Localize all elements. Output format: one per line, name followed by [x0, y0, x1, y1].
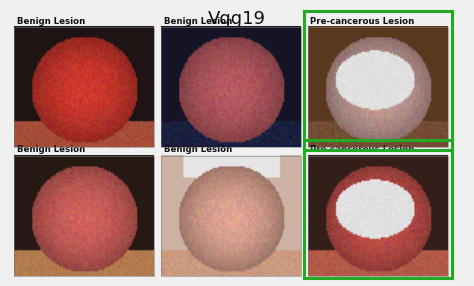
Bar: [161, 156, 301, 276]
Bar: [14, 27, 154, 147]
Text: Pre-cancerous Lesion: Pre-cancerous Lesion: [310, 17, 415, 26]
Bar: [304, 140, 452, 278]
Text: Benign Lesion: Benign Lesion: [164, 146, 232, 154]
Bar: [14, 156, 154, 276]
Bar: [308, 27, 448, 147]
Text: Benign Lesion: Benign Lesion: [17, 17, 85, 26]
Bar: [161, 27, 301, 147]
Text: Benign Lesion: Benign Lesion: [164, 17, 232, 26]
Text: Benign Lesion: Benign Lesion: [17, 146, 85, 154]
Bar: [308, 156, 448, 276]
Bar: [304, 11, 452, 150]
Text: Vgg19: Vgg19: [208, 10, 266, 28]
Text: Pre-cancerous Lesion: Pre-cancerous Lesion: [310, 146, 415, 154]
